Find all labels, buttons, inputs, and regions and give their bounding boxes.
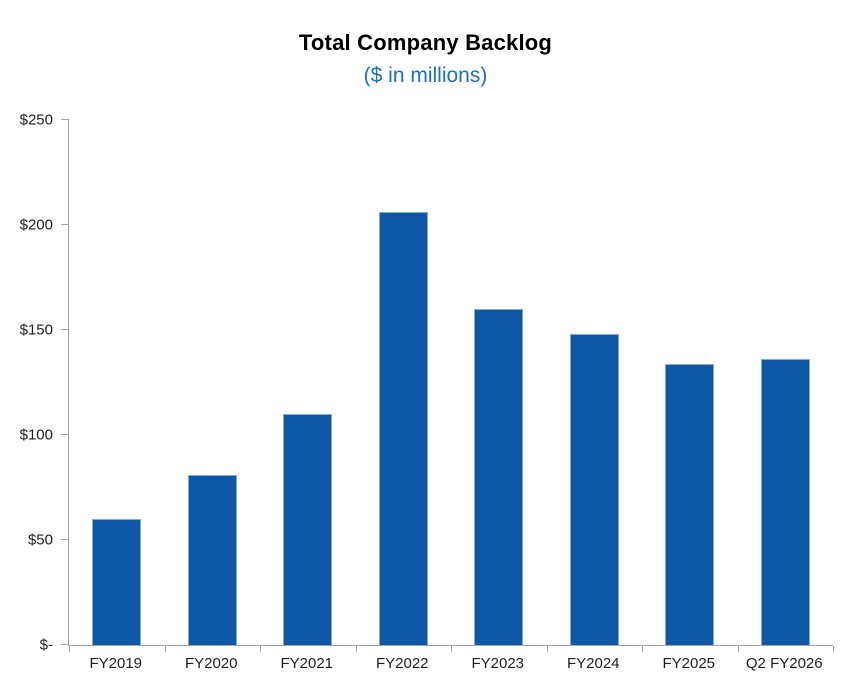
x-axis-label: FY2020: [184, 655, 238, 672]
bar-fy2022: [378, 212, 428, 645]
x-axis-tick: [260, 646, 261, 652]
y-axis-tick-label: $150: [19, 321, 53, 339]
y-axis-tick: [61, 119, 69, 120]
bar-fy2025: [665, 363, 715, 645]
y-axis-tick-label: $250: [19, 111, 53, 129]
x-axis-tick: [164, 646, 166, 652]
bar-slot: [356, 120, 452, 645]
x-axis-labels: FY2019 FY2020 FY2021 FY2022 FY2023 FY2024 FY20…: [68, 655, 832, 672]
x-axis-tick: [69, 646, 70, 652]
y-axis-tick: [61, 644, 69, 645]
bar-fy2024: [569, 334, 619, 645]
chart-subtitle: ($ in millions): [363, 64, 488, 87]
y-axis-tick: [61, 539, 69, 540]
bar-slot: [738, 120, 834, 645]
x-axis-label: Q2 FY2026: [745, 655, 823, 672]
bar-fy2021: [283, 414, 333, 645]
bar-fy2019: [92, 519, 142, 645]
y-axis-tick: [61, 434, 69, 435]
bar-slot: [642, 120, 738, 645]
x-axis-label: FY2021: [280, 655, 334, 672]
x-axis-tick: [451, 646, 452, 652]
y-axis-tick: [61, 224, 69, 225]
bar-slot: [260, 120, 356, 645]
y-axis-tick-label: $200: [19, 216, 53, 234]
x-axis-tick: [642, 646, 643, 652]
bar-series: [69, 120, 833, 645]
x-axis-tick: [546, 646, 548, 652]
y-axis-tick-label: $50: [27, 531, 53, 549]
y-axis-tick-label: $100: [19, 426, 53, 444]
plot-area: $- $50 $100 $150 $200 $250: [20, 112, 834, 654]
bar-fy2020: [187, 474, 237, 645]
bar-slot: [165, 120, 261, 645]
x-axis-label: FY2025: [662, 655, 716, 672]
x-axis-label: FY2022: [375, 655, 429, 672]
bar-slot: [69, 120, 165, 645]
bar-q2-fy2026: [760, 359, 810, 645]
x-axis-label: FY2024: [566, 655, 620, 672]
x-axis-tick: [833, 646, 834, 652]
x-axis-label: FY2019: [89, 655, 143, 672]
y-axis-tick-label: $-: [39, 636, 53, 654]
chart-title: Total Company Backlog: [298, 30, 553, 55]
bar-slot: [547, 120, 643, 645]
bar-slot: [451, 120, 547, 645]
bar-fy2023: [474, 309, 524, 645]
x-axis-tick: [737, 646, 739, 652]
x-axis-label: FY2023: [471, 655, 525, 672]
y-axis-tick: [61, 329, 69, 330]
x-axis-tick: [355, 646, 357, 652]
